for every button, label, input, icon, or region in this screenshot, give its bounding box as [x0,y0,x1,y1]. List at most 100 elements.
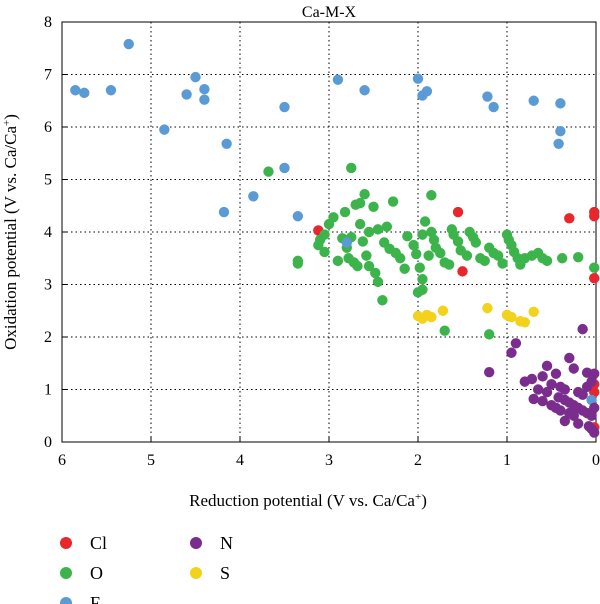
data-point-o [435,247,446,259]
data-point-n [537,371,548,382]
data-point-o [492,250,504,261]
x-tick-label: 3 [325,452,333,469]
data-point-cl [564,213,575,224]
data-point-n [577,389,588,400]
legend: Cl OF NS [60,533,233,604]
data-point-cl [589,386,600,398]
data-point-o [411,248,422,260]
legend-label: F [90,593,100,604]
data-point-s [482,302,493,314]
data-point-f [412,73,424,84]
data-point-o [372,276,384,288]
data-point-f [555,98,566,109]
data-point-s [519,317,530,328]
y-tick-label: 6 [44,119,52,136]
data-point-o [339,206,351,218]
data-point-f [79,87,90,99]
y-tick-label: 7 [44,67,52,84]
data-point-n [532,384,544,395]
data-point-o [573,252,584,263]
data-point-n [555,405,566,416]
data-point-f [159,124,170,135]
data-point-f [199,84,210,95]
data-point-s [506,311,517,323]
data-point-n [550,368,562,379]
data-point-o [443,259,455,270]
data-point-f [279,162,290,174]
legend-marker [60,567,72,579]
data-point-o [350,199,361,210]
x-axis-title-superscript: + [415,491,421,503]
data-point-o [419,216,431,227]
data-point-f [332,74,344,85]
legend-label: S [220,563,230,583]
data-point-n [573,418,584,429]
data-point-n [568,363,579,374]
data-point-o [372,224,384,235]
data-point-o [479,255,490,267]
y-axis-title-superscript: + [1,120,13,126]
data-point-o [346,162,357,174]
data-point-o [319,246,330,258]
data-point-n [559,384,571,395]
legend-label: N [220,533,233,553]
data-point-o [428,234,440,246]
data-point-f [341,237,352,248]
data-point-n [589,402,600,414]
data-point-o [313,239,324,251]
data-point-f [553,138,564,149]
data-point-n [589,427,600,438]
data-point-o [423,250,434,261]
series-s [412,302,539,328]
data-point-f [199,94,210,105]
x-tick-label: 4 [236,452,244,469]
data-point-f [359,85,370,96]
data-point-o [370,267,381,279]
data-point-o [408,239,419,251]
data-point-o [363,260,375,272]
data-point-o [484,329,495,340]
data-point-o [361,250,372,261]
data-point-s [437,305,449,316]
data-point-f [279,101,290,113]
data-point-n [506,347,517,358]
data-point-f [482,91,493,102]
data-point-f [555,126,566,137]
y-tick-label: 3 [44,277,52,294]
x-tick-label: 1 [503,452,511,469]
data-point-o [332,255,344,267]
data-point-n [586,410,597,421]
data-point-f [221,138,232,149]
data-point-cl [452,206,464,218]
data-point-o [387,196,399,207]
data-point-s [426,311,437,323]
data-point-o [377,295,388,306]
data-point-o [417,229,428,240]
data-point-o [426,190,437,201]
data-point-n [589,368,600,379]
x-axis-title-close: ) [421,491,427,510]
y-tick-label: 5 [44,172,52,189]
data-point-n [528,393,539,405]
data-point-o [414,262,425,273]
data-point-o [452,236,464,247]
data-point-o [439,325,450,336]
data-point-o [470,237,482,248]
legend-marker [190,537,202,549]
chart-title: Ca-M-X [302,4,357,21]
y-axis-title-text: Oxidation potential (V vs. Ca/Ca [1,126,20,350]
legend-marker [60,597,72,604]
data-point-f [292,211,304,222]
data-point-o [363,226,375,238]
data-point-s [528,306,539,317]
data-point-o [541,255,553,267]
legend-marker [190,567,202,579]
legend-item-cl: Cl [60,533,107,553]
data-point-o [357,236,369,247]
data-point-n [586,376,597,387]
data-points [70,38,600,438]
data-point-o [417,284,428,295]
data-point-cl [589,273,600,284]
data-point-n [537,395,548,407]
